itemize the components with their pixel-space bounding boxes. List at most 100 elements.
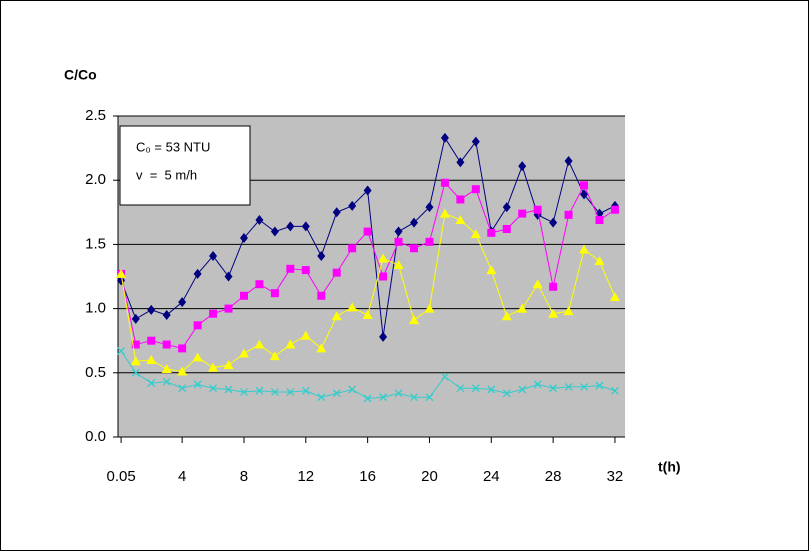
- point: [379, 272, 388, 281]
- y-tick-label: 0.5: [85, 364, 106, 381]
- point: [394, 237, 403, 246]
- point: [131, 340, 140, 349]
- point: [208, 362, 219, 372]
- point: [332, 207, 341, 218]
- point: [595, 216, 604, 225]
- point: [209, 309, 218, 318]
- point: [424, 303, 435, 313]
- point: [177, 366, 188, 376]
- x-tick-label: 12: [297, 468, 314, 485]
- point: [239, 291, 248, 300]
- point: [255, 386, 264, 395]
- point: [580, 382, 588, 391]
- point: [117, 347, 126, 355]
- point: [440, 132, 449, 143]
- point: [362, 310, 373, 320]
- point: [162, 377, 171, 386]
- point: [579, 244, 590, 254]
- point: [255, 280, 264, 289]
- point: [501, 311, 512, 321]
- x-tick-label: 0.05: [106, 468, 135, 485]
- point: [285, 339, 296, 349]
- point: [347, 302, 358, 312]
- point: [240, 388, 248, 397]
- point: [456, 384, 465, 393]
- point: [487, 228, 496, 237]
- point: [131, 313, 140, 324]
- point: [116, 268, 127, 278]
- x-tick-label: 4: [178, 468, 186, 485]
- point: [425, 393, 434, 402]
- point: [456, 157, 465, 168]
- point: [502, 224, 511, 233]
- point: [209, 250, 218, 261]
- point: [471, 384, 480, 393]
- point: [286, 264, 295, 273]
- point: [549, 384, 558, 393]
- point: [564, 155, 573, 166]
- point: [610, 386, 619, 395]
- point: [439, 208, 450, 218]
- point: [517, 303, 528, 313]
- point: [471, 136, 480, 147]
- point: [410, 217, 419, 228]
- point: [300, 330, 311, 340]
- point: [193, 380, 202, 389]
- point: [301, 221, 310, 232]
- point: [317, 250, 326, 261]
- point: [532, 279, 543, 289]
- point: [209, 384, 218, 393]
- y-tick-label: 2.5: [85, 107, 106, 124]
- point: [332, 389, 341, 398]
- point: [609, 292, 620, 302]
- point: [486, 265, 497, 275]
- point: [162, 340, 171, 349]
- point: [146, 354, 157, 364]
- point: [533, 205, 542, 214]
- point: [254, 339, 265, 349]
- point: [178, 297, 187, 308]
- point: [269, 351, 280, 361]
- point: [162, 310, 171, 321]
- point: [238, 348, 249, 358]
- point: [130, 356, 141, 366]
- point: [363, 394, 372, 403]
- point: [409, 315, 420, 325]
- y-tick-label: 1.0: [85, 300, 106, 317]
- point: [223, 360, 234, 370]
- point: [270, 226, 279, 237]
- point: [610, 205, 619, 214]
- x-tick-label: 24: [483, 468, 500, 485]
- point: [564, 210, 573, 219]
- point: [270, 289, 279, 298]
- point: [379, 393, 388, 402]
- point: [301, 266, 310, 275]
- point: [317, 393, 326, 402]
- point: [518, 385, 527, 394]
- point: [270, 388, 279, 397]
- point: [317, 291, 326, 300]
- point: [394, 389, 403, 398]
- point: [348, 385, 357, 394]
- x-tick-label: 16: [359, 468, 376, 485]
- point: [580, 189, 589, 200]
- point: [549, 282, 558, 291]
- point: [595, 381, 604, 390]
- y-tick-label: 1.5: [85, 235, 106, 252]
- point: [394, 226, 403, 237]
- point: [455, 215, 466, 225]
- point: [518, 161, 527, 172]
- point: [548, 308, 559, 318]
- point: [286, 221, 295, 232]
- point: [470, 229, 481, 239]
- point: [471, 185, 480, 194]
- point: [147, 379, 156, 388]
- point: [580, 181, 589, 190]
- x-tick-label: 20: [421, 468, 438, 485]
- point: [594, 256, 605, 266]
- point: [456, 195, 465, 204]
- x-tick-label: 8: [240, 468, 248, 485]
- point: [440, 372, 449, 381]
- point: [425, 237, 434, 246]
